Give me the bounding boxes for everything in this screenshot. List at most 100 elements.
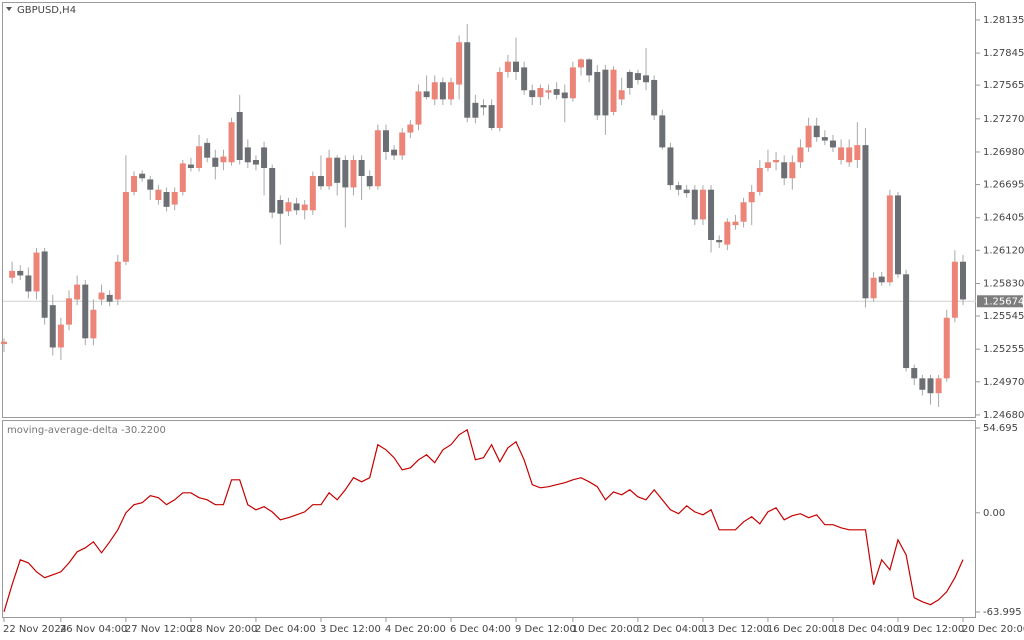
symbol-title: GBPUSD,H4 xyxy=(17,5,76,16)
candle-body xyxy=(496,71,503,128)
candle-body xyxy=(789,162,796,179)
candle-body xyxy=(106,294,113,302)
x-tick-label: 27 Nov 12:00 xyxy=(125,624,192,635)
candle-body xyxy=(732,221,739,226)
candle-body xyxy=(537,87,544,98)
candle-body xyxy=(391,149,398,156)
candle-body xyxy=(821,137,828,141)
x-tick-label: 3 Dec 12:00 xyxy=(320,624,381,635)
candle-body xyxy=(163,191,170,207)
candle-body xyxy=(196,146,203,168)
candle-body xyxy=(285,202,292,212)
x-tick-label: 28 Nov 20:00 xyxy=(190,624,257,635)
candle-body xyxy=(472,102,479,118)
symbol-menu-arrow[interactable] xyxy=(6,7,12,11)
x-tick-label: 16 Dec 20:00 xyxy=(767,624,834,635)
candle-body xyxy=(309,175,316,211)
indicator-line xyxy=(3,428,964,612)
x-tick-label: 6 Dec 04:00 xyxy=(450,624,511,635)
candle-body xyxy=(350,159,357,188)
candle-body xyxy=(919,378,926,390)
candle-body xyxy=(935,378,942,394)
candle-body xyxy=(960,261,966,300)
candle-body xyxy=(244,147,251,163)
candle-body xyxy=(610,69,617,112)
candle-body xyxy=(854,145,861,160)
candle-body xyxy=(366,175,373,187)
candle-body xyxy=(25,275,32,292)
price-panel xyxy=(2,2,976,418)
y-tick-label: 1.28135 xyxy=(983,15,1024,26)
candle-body xyxy=(740,202,747,222)
candle-body xyxy=(894,195,901,275)
candle-body xyxy=(171,191,178,205)
candle-body xyxy=(74,284,81,300)
candle-body xyxy=(90,309,97,339)
y-tick-label: 1.27565 xyxy=(983,80,1024,91)
candle-body xyxy=(179,163,186,192)
y-tick-label: 1.25830 xyxy=(983,278,1024,289)
candle-body xyxy=(228,122,235,163)
candle-body xyxy=(114,261,121,300)
candle-body xyxy=(805,125,812,148)
candle-body xyxy=(9,270,16,278)
candle-body xyxy=(204,142,211,158)
candle-body xyxy=(870,277,877,299)
candle-body xyxy=(586,59,593,76)
candle-body xyxy=(513,61,520,72)
x-tick-label: 12 Dec 04:00 xyxy=(637,624,704,635)
candle-body xyxy=(683,189,690,194)
candle-body xyxy=(269,167,276,213)
x-tick-label: 19 Dec 12:00 xyxy=(897,624,964,635)
candle-body xyxy=(423,91,430,98)
candle-body xyxy=(594,71,601,116)
candle-body xyxy=(521,67,528,91)
candle-body xyxy=(57,324,64,348)
candle-body xyxy=(716,240,723,243)
indicator-title: moving-average-delta -30.2200 xyxy=(7,425,166,436)
candle-body xyxy=(773,159,780,163)
y-tick-label: 1.25255 xyxy=(983,344,1024,355)
candle-body xyxy=(659,115,666,148)
last-price-box xyxy=(977,295,1023,308)
candle-body xyxy=(878,276,885,283)
candle-body xyxy=(951,261,958,318)
candle-body xyxy=(277,199,284,214)
candle-body xyxy=(252,159,259,165)
candle-body xyxy=(553,89,560,95)
candle-body xyxy=(261,147,268,168)
candle-body xyxy=(301,204,308,211)
y-tick-label: 1.26405 xyxy=(983,213,1024,224)
candle-body xyxy=(846,147,853,163)
candle-body xyxy=(293,203,300,211)
x-tick-label: 10 Dec 20:00 xyxy=(572,624,639,635)
candle-body xyxy=(139,173,146,179)
y-tick-label: 0.00 xyxy=(983,508,1005,519)
x-tick-label: 26 Nov 04:00 xyxy=(60,624,127,635)
candle-body xyxy=(399,132,406,156)
candle-body xyxy=(643,75,650,83)
candle-body xyxy=(41,251,48,318)
candle-body xyxy=(66,298,73,325)
x-tick-label: 13 Dec 12:00 xyxy=(702,624,769,635)
candle-body xyxy=(813,125,820,138)
candle-body xyxy=(439,82,446,100)
candle-body xyxy=(943,317,950,379)
candle-body xyxy=(17,270,24,276)
candle-body xyxy=(545,90,552,93)
candle-body xyxy=(634,73,641,80)
y-tick-label: -63.995 xyxy=(983,607,1022,618)
candle-body xyxy=(317,175,324,187)
candle-body xyxy=(326,157,333,187)
y-tick-label: 1.25545 xyxy=(983,311,1024,322)
candle-body xyxy=(334,157,341,183)
candle-body xyxy=(561,92,568,99)
candle-body xyxy=(147,179,154,190)
candle-body xyxy=(456,42,463,85)
candle-body xyxy=(748,191,755,203)
candle-body xyxy=(626,71,633,88)
candle-body xyxy=(764,162,771,168)
candle-body xyxy=(33,252,40,292)
candle-body xyxy=(927,378,934,394)
candle-body xyxy=(862,145,869,299)
